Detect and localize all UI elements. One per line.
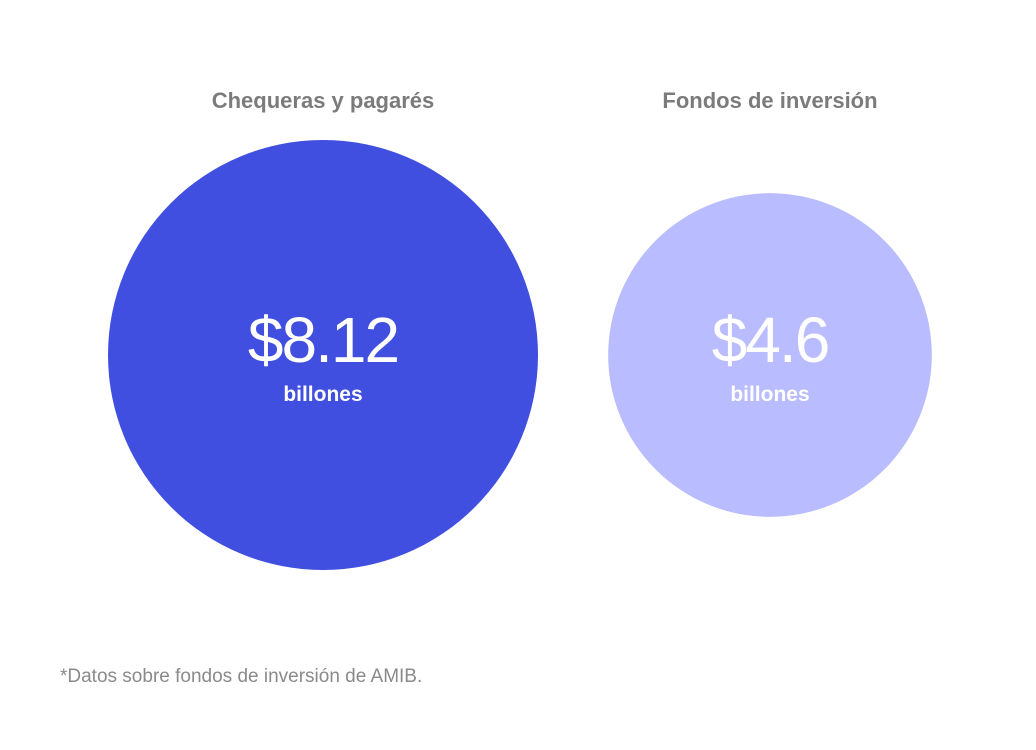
category-label-2: Fondos de inversión	[662, 88, 877, 113]
unit-label-2: billones	[730, 383, 809, 406]
bubble-group-2: Fondos de inversión $4.6 billones	[608, 88, 932, 517]
value-label-2: $4.6	[712, 304, 829, 376]
footnote: *Datos sobre fondos de inversión de AMIB…	[60, 666, 423, 687]
bubble-1	[108, 140, 538, 570]
unit-label-1: billones	[283, 383, 362, 406]
value-label-1: $8.12	[248, 304, 398, 376]
category-label-1: Chequeras y pagarés	[212, 88, 435, 113]
bubble-2	[608, 193, 932, 517]
bubble-group-1: Chequeras y pagarés $8.12 billones	[108, 88, 538, 570]
